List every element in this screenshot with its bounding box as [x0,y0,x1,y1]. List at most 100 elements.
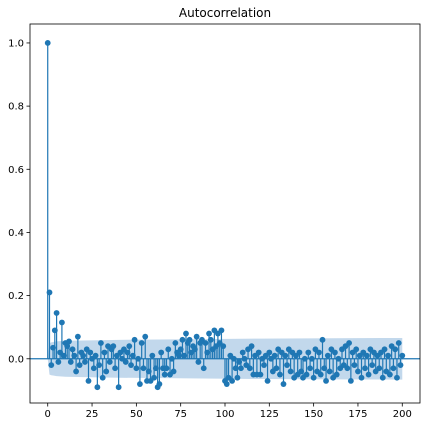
acf-point [355,369,361,375]
x-tick-label: 50 [130,409,143,420]
chart-title: Autocorrelation [179,6,271,20]
acf-point [394,375,400,381]
acf-point [316,350,322,356]
acf-point [311,375,317,381]
acf-point [192,346,198,352]
acf-point [325,353,331,359]
y-tick-label: 0.2 [8,291,24,302]
acf-point [229,378,235,384]
acf-point [112,365,118,371]
acf-point [321,365,327,371]
acf-point [277,372,283,378]
acf-point [391,365,397,371]
acf-point [359,375,365,381]
acf-point [126,343,132,349]
y-tick-label: 0.6 [8,165,24,176]
acf-point [297,350,303,356]
acf-point [107,359,113,365]
acf-point [220,343,226,349]
acf-point [203,340,209,346]
acf-point [265,378,271,384]
acf-point [123,359,129,365]
acf-point [132,337,138,343]
acf-point [258,372,264,378]
acf-point [392,346,398,352]
acf-point [158,350,164,356]
acf-point [194,334,200,340]
acf-point [219,327,225,333]
acf-point [183,331,189,337]
acf-point [284,362,290,368]
acf-point [73,369,79,375]
acf-point [364,353,370,359]
acf-point [274,365,280,371]
x-tick-label: 75 [174,409,187,420]
acf-point [366,372,372,378]
acf-point [59,320,65,326]
acf-point [50,345,56,351]
y-tick-label: 0.8 [8,102,24,113]
acf-point [54,310,60,316]
acf-point [133,365,139,371]
x-tick-label: 175 [348,409,367,420]
acf-point [153,365,159,371]
acf-point [139,340,145,346]
acf-point [282,353,288,359]
x-tick-label: 125 [260,409,279,420]
acf-point [304,372,310,378]
acf-point [224,381,230,387]
acf-point [353,346,359,352]
acf-point [181,353,187,359]
acf-point [61,353,67,359]
acf-point [75,334,81,340]
acf-point [240,350,246,356]
acf-point [142,334,148,340]
acf-point [318,372,324,378]
acf-point [151,375,157,381]
acf-point [180,337,186,343]
acf-point [352,362,358,368]
acf-point [165,346,171,352]
acf-point [298,369,304,375]
x-tick-label: 25 [86,409,99,420]
acf-point [82,359,88,365]
acf-point [327,369,333,375]
y-tick-label: 1.0 [8,38,24,49]
acf-point [208,337,214,343]
x-tick-label: 200 [393,409,412,420]
acf-point [247,365,253,371]
acf-point [176,353,182,359]
acf-point [71,353,77,359]
acf-point [307,365,313,371]
acf-point [204,350,210,356]
marker-layer [45,40,405,390]
acf-point [100,375,106,381]
acf-point [346,340,352,346]
x-tick-label: 150 [304,409,323,420]
acf-point [196,359,202,365]
acf-point [344,365,350,371]
acf-point [87,350,93,356]
acf-point [80,353,86,359]
acf-point [55,359,61,365]
acf-point [334,372,340,378]
acf-point [281,381,287,387]
acf-point [130,353,136,359]
acf-point [93,353,99,359]
acf-point [172,340,178,346]
acf-point [233,365,239,371]
acf-point [149,353,155,359]
acf-point [86,378,92,384]
acf-point [399,353,405,359]
acf-point [256,350,262,356]
x-tick-label: 100 [215,409,234,420]
acf-point [98,340,104,346]
acf-point [398,362,404,368]
y-tick-label: 0.4 [8,228,24,239]
acf-point [164,365,170,371]
x-tick-label: 0 [45,409,51,420]
acf-point [272,353,278,359]
acf-point [94,384,100,390]
acf-point [77,362,83,368]
